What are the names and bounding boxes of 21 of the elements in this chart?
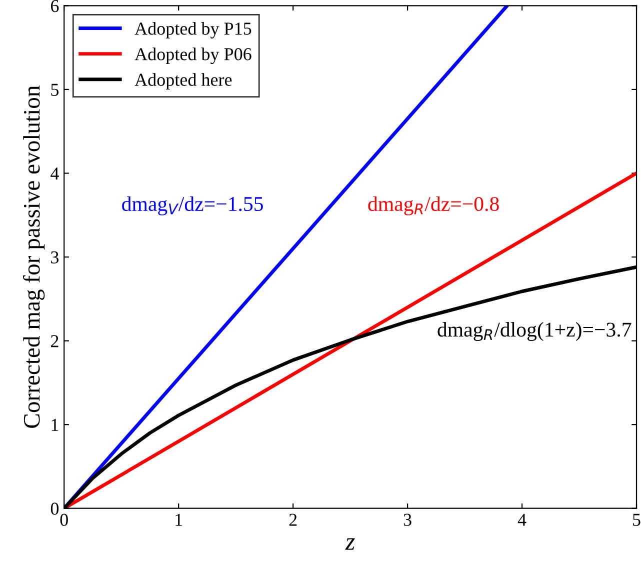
y-tick-label: 1 [52, 418, 58, 431]
annotation: dmag$_{R}$/dz=−0.8 [368, 196, 499, 216]
x-tick-label: 4 [518, 514, 526, 526]
x-tick-label: 0 [60, 514, 68, 526]
annotation: dmag$_{R}$/dlog(1+z)=−3.7 [438, 322, 632, 341]
x-tick-label: 1 [176, 514, 182, 526]
legend-label: Adopted by P06 [134, 48, 252, 64]
y-axis-title: Corrected mag for passive evolution [22, 86, 45, 428]
annotation: dmag$_{V}$/dz=−1.55 [122, 196, 263, 216]
x-tick-label: 2 [289, 514, 297, 526]
y-tick-label: 0 [50, 502, 59, 515]
legend-label: Adopted here [134, 73, 232, 90]
x-tick-label: 5 [633, 514, 640, 526]
legend-label: Adopted by P15 [134, 22, 252, 38]
y-tick-label: 4 [50, 168, 59, 180]
y-tick-label: 5 [51, 84, 59, 96]
y-tick-label: 3 [51, 251, 59, 264]
y-tick-label: 6 [50, 0, 59, 12]
y-tick-label: 2 [51, 335, 58, 348]
x-axis-title: z [345, 538, 355, 550]
x-tick-label: 3 [404, 514, 412, 526]
